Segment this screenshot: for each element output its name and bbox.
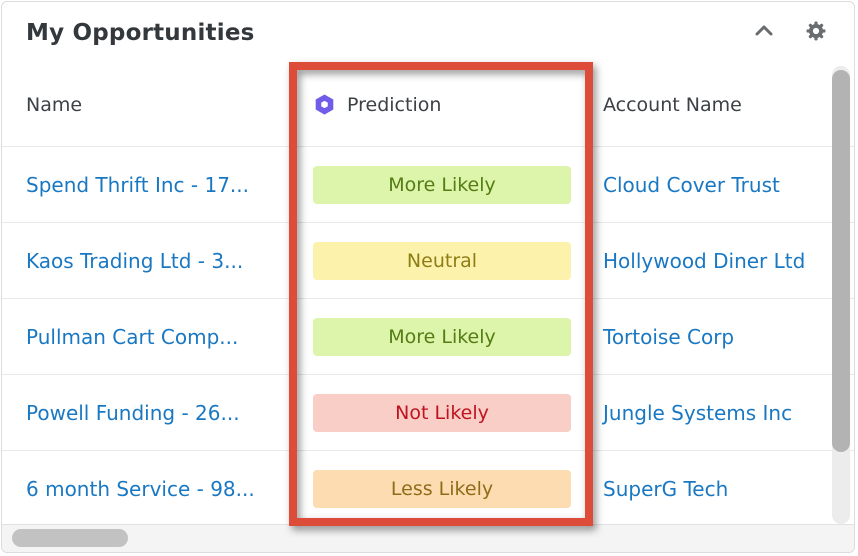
column-header-prediction[interactable]: Prediction: [290, 93, 594, 116]
collapse-button[interactable]: [752, 19, 776, 46]
table-row: Kaos Trading Ltd - 3... Neutral Hollywoo…: [2, 222, 854, 298]
column-header-prediction-label: Prediction: [347, 93, 442, 116]
prediction-badge: Neutral: [313, 241, 571, 280]
opportunity-link[interactable]: Kaos Trading Ltd - 3...: [26, 248, 244, 273]
table-row: 6 month Service - 98... Less Likely Supe…: [2, 450, 854, 526]
prediction-badge: More Likely: [313, 165, 571, 204]
vertical-scrollbar-thumb[interactable]: [832, 70, 850, 452]
widget-title: My Opportunities: [26, 19, 255, 46]
opportunities-table: Name Prediction Account Name Spend Thrif…: [2, 63, 854, 526]
horizontal-scrollbar-thumb[interactable]: [12, 529, 128, 547]
table-row: Powell Funding - 26... Not Likely Jungle…: [2, 374, 854, 450]
prediction-badge: Not Likely: [313, 393, 571, 432]
account-link[interactable]: SuperG Tech: [603, 476, 729, 501]
prediction-badge: Less Likely: [313, 469, 571, 508]
column-header-account[interactable]: Account Name: [603, 93, 742, 116]
account-link[interactable]: Hollywood Diner Ltd: [603, 248, 806, 273]
chevron-up-icon: [752, 19, 776, 46]
opportunity-link[interactable]: 6 month Service - 98...: [26, 476, 255, 501]
account-link[interactable]: Jungle Systems Inc: [603, 400, 793, 425]
vertical-scrollbar[interactable]: [832, 66, 850, 524]
table-row: Spend Thrift Inc - 17... More Likely Clo…: [2, 146, 854, 222]
account-link[interactable]: Tortoise Corp: [603, 324, 735, 349]
column-header-name[interactable]: Name: [26, 93, 83, 116]
widget-header-actions: [752, 19, 828, 46]
opportunity-link[interactable]: Spend Thrift Inc - 17...: [26, 172, 250, 197]
table-header-row: Name Prediction Account Name: [2, 63, 854, 146]
horizontal-scrollbar[interactable]: [2, 524, 854, 552]
account-link[interactable]: Cloud Cover Trust: [603, 172, 780, 197]
table-row: Pullman Cart Comp... More Likely Tortois…: [2, 298, 854, 374]
gear-icon: [804, 19, 828, 46]
prediction-badge: More Likely: [313, 317, 571, 356]
settings-button[interactable]: [804, 19, 828, 46]
widget-header: My Opportunities: [2, 2, 854, 63]
opportunity-link[interactable]: Pullman Cart Comp...: [26, 324, 239, 349]
hexagon-prediction-icon: [313, 93, 336, 116]
opportunity-link[interactable]: Powell Funding - 26...: [26, 400, 240, 425]
